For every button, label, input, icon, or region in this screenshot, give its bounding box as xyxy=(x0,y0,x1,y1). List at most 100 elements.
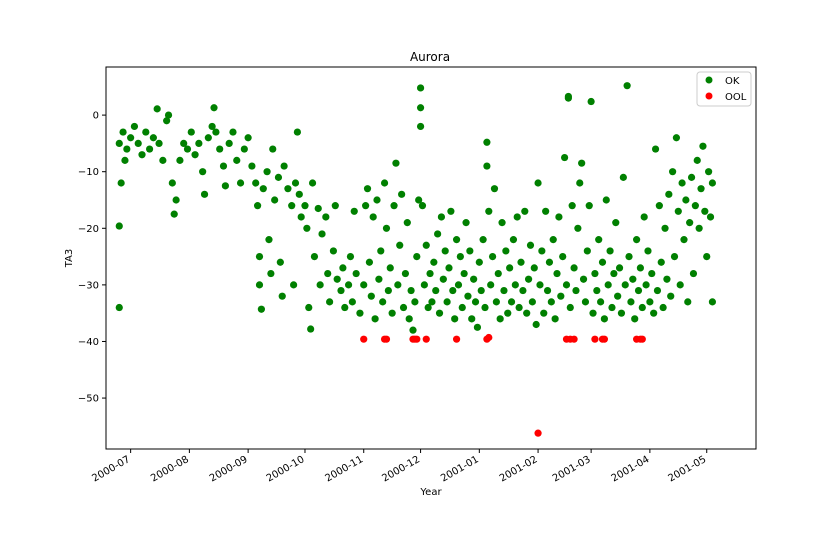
data-point-ok xyxy=(490,185,499,193)
data-point-ok xyxy=(634,286,643,295)
data-point-ok xyxy=(610,269,618,278)
data-point-ok xyxy=(708,179,717,187)
data-point-ok xyxy=(199,168,207,176)
data-point-ok xyxy=(416,104,425,112)
data-point-ok xyxy=(322,213,330,221)
data-point-ok xyxy=(426,269,434,278)
data-point-ok xyxy=(701,207,709,215)
data-point-ok xyxy=(187,128,195,136)
data-point-ok xyxy=(485,207,493,215)
data-point-ok xyxy=(646,298,654,306)
y-tick-label: −50 xyxy=(78,394,99,405)
data-point-ok xyxy=(591,269,599,278)
data-point-ok xyxy=(115,139,123,147)
data-point-ok xyxy=(396,241,404,249)
data-point-ok xyxy=(255,281,264,289)
data-point-ok xyxy=(434,230,442,238)
data-point-ool xyxy=(413,335,421,343)
data-point-ok xyxy=(380,179,389,187)
data-point-ok xyxy=(293,128,301,136)
data-point-ok xyxy=(574,224,582,232)
data-point-ok xyxy=(115,303,123,312)
data-point-ok xyxy=(496,315,504,323)
y-tick-label: 0 xyxy=(93,111,99,122)
data-point-ok xyxy=(259,185,267,193)
data-point-ok xyxy=(428,298,436,306)
plot-frame xyxy=(105,66,757,450)
data-point-ok xyxy=(176,156,184,164)
data-point-ok xyxy=(371,315,379,323)
data-point-ok xyxy=(257,305,265,313)
data-point-ok xyxy=(326,298,334,306)
data-point-ok xyxy=(172,196,180,204)
data-point-ok xyxy=(598,258,607,266)
data-point-ok xyxy=(566,303,574,312)
data-point-ok xyxy=(513,213,521,221)
data-point-ool xyxy=(638,335,646,343)
data-point-ok xyxy=(682,196,690,204)
data-point-ok xyxy=(119,128,127,136)
data-point-ok xyxy=(555,213,563,221)
data-point-ok xyxy=(583,247,591,255)
data-point-ok xyxy=(475,258,483,266)
data-point-ok xyxy=(341,303,349,312)
data-point-ok xyxy=(390,202,398,210)
data-point-ok xyxy=(462,219,470,227)
data-point-ok xyxy=(547,298,555,306)
data-point-ok xyxy=(504,309,512,317)
data-point-ok xyxy=(619,173,627,181)
data-point-ok xyxy=(483,138,491,146)
data-point-ok xyxy=(579,275,588,283)
data-point-ok xyxy=(117,179,125,187)
data-point-ok xyxy=(697,185,705,193)
data-point-ok xyxy=(642,281,650,289)
data-point-ok xyxy=(532,320,540,329)
data-point-ok xyxy=(208,122,216,131)
data-point-ok xyxy=(303,224,311,232)
data-point-ok xyxy=(403,219,411,227)
data-point-ok xyxy=(284,185,292,193)
data-point-ok xyxy=(348,298,356,306)
data-point-ok xyxy=(557,292,565,300)
data-point-ok xyxy=(398,190,406,198)
data-point-ok xyxy=(648,269,656,278)
data-point-ok xyxy=(612,219,620,227)
data-point-ok xyxy=(411,298,419,306)
data-point-ok xyxy=(551,315,559,323)
data-point-ok xyxy=(589,309,597,317)
data-point-ok xyxy=(669,168,677,176)
data-point-ok xyxy=(553,269,561,278)
legend-marker-ool xyxy=(705,92,713,100)
data-point-ok xyxy=(377,247,385,255)
data-point-ok xyxy=(629,275,637,283)
data-point-ok xyxy=(600,315,609,323)
data-point-ok xyxy=(530,264,538,272)
series-ool xyxy=(360,333,646,437)
legend-label-ool: OOL xyxy=(725,92,747,103)
data-point-ok xyxy=(536,281,544,289)
data-point-ok xyxy=(373,196,381,204)
data-point-ok xyxy=(458,303,466,312)
data-point-ok xyxy=(333,275,341,283)
data-point-ok xyxy=(180,139,188,147)
y-axis: 0 −10 −20 −30 −40 −50 xyxy=(78,111,106,405)
legend-marker-ok xyxy=(705,76,713,84)
data-point-ok xyxy=(375,275,383,283)
data-point-ok xyxy=(280,162,288,170)
data-point-ok xyxy=(344,281,353,289)
data-point-ok xyxy=(597,298,605,306)
data-point-ok xyxy=(655,202,663,210)
data-point-ok xyxy=(451,315,459,323)
data-point-ok xyxy=(689,269,698,278)
data-point-ok xyxy=(308,179,317,187)
data-point-ok xyxy=(288,202,296,210)
data-point-ok xyxy=(318,230,326,238)
data-point-ok xyxy=(307,325,315,333)
data-point-ok xyxy=(337,286,345,295)
data-point-ok xyxy=(521,207,529,215)
data-point-ok xyxy=(691,202,699,210)
data-point-ok xyxy=(324,269,332,278)
data-point-ok xyxy=(163,117,171,125)
data-point-ok xyxy=(149,134,157,142)
data-point-ok xyxy=(672,134,681,142)
